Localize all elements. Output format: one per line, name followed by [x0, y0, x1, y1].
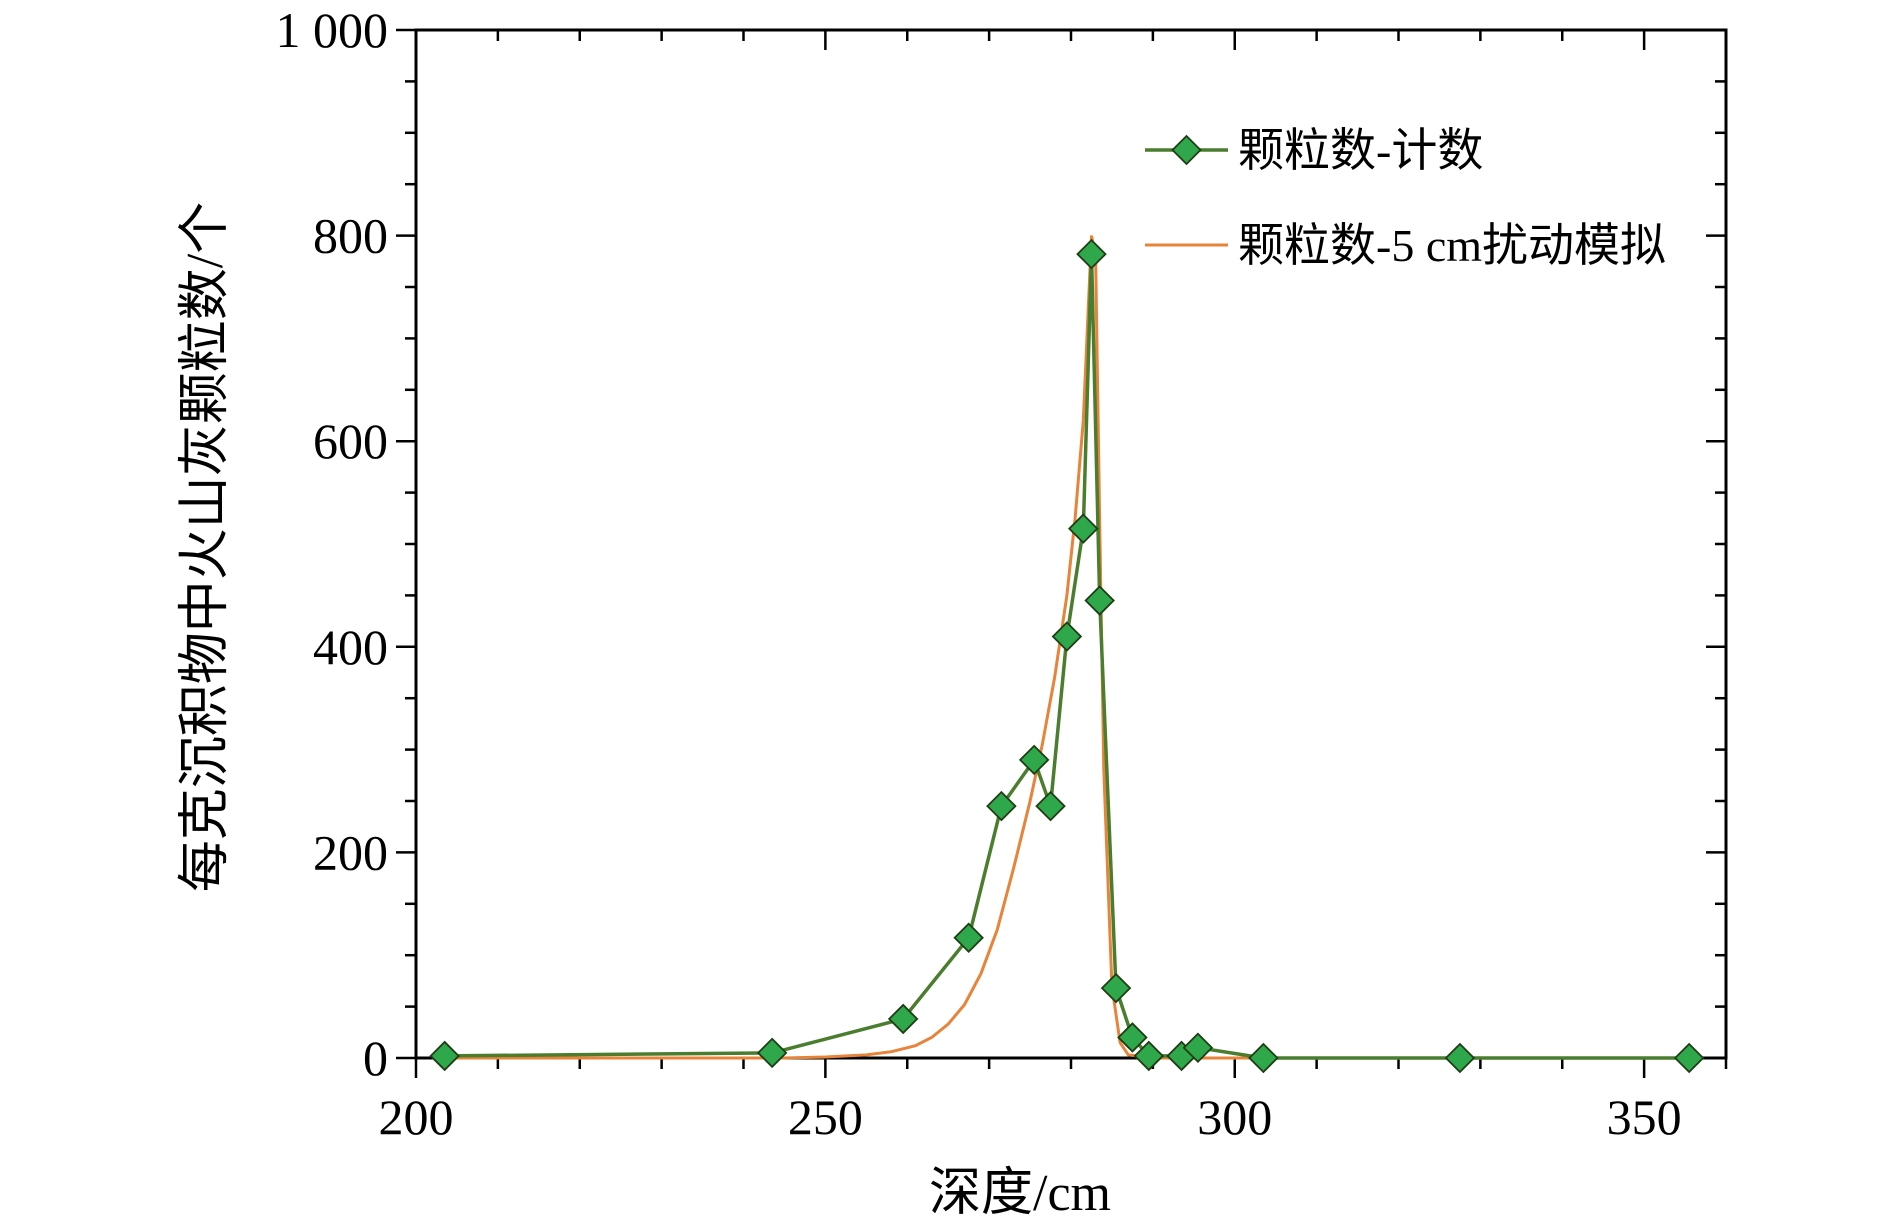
- y-tick-label: 200: [313, 824, 388, 880]
- data-point: [756, 1037, 788, 1069]
- data-point: [1182, 1032, 1214, 1063]
- data-point: [1051, 621, 1083, 652]
- data-point: [953, 922, 984, 953]
- y-tick-label: 600: [313, 413, 388, 469]
- x-tick-label: 200: [379, 1089, 454, 1145]
- data-point: [1248, 1042, 1279, 1074]
- x-tick-label: 250: [788, 1089, 863, 1145]
- data-point: [1018, 744, 1050, 776]
- series-line-count: [444, 254, 1690, 1060]
- series-layer: [429, 235, 1705, 1074]
- data-point: [1133, 1040, 1165, 1072]
- data-point: [1076, 238, 1107, 270]
- data-point: [1068, 513, 1099, 544]
- data-point: [986, 790, 1017, 822]
- data-point: [1035, 790, 1066, 822]
- x-tick-label: 300: [1197, 1089, 1272, 1145]
- legend-label-count: 颗粒数-计数: [1238, 125, 1483, 176]
- x-tick-label: 350: [1607, 1089, 1682, 1145]
- data-point: [1673, 1042, 1705, 1074]
- x-axis-title: 深度/cm: [929, 1165, 1111, 1222]
- data-point: [1117, 1022, 1148, 1053]
- legend-marker-count: [1171, 134, 1202, 166]
- legend-label-model: 颗粒数-5 cm扰动模拟: [1238, 220, 1666, 271]
- data-point: [887, 1003, 919, 1035]
- data-point: [1100, 972, 1132, 1004]
- data-point: [1084, 585, 1115, 616]
- y-tick-label: 400: [313, 619, 388, 675]
- y-tick-label: 1 000: [276, 2, 389, 58]
- data-point: [429, 1040, 460, 1072]
- y-tick-label: 0: [363, 1030, 388, 1086]
- data-point: [1444, 1042, 1476, 1074]
- y-axis-title: 每克沉积物中火山灰颗粒数/个: [177, 202, 234, 892]
- y-tick-label: 800: [313, 208, 388, 264]
- series-line-model: [444, 235, 1690, 1060]
